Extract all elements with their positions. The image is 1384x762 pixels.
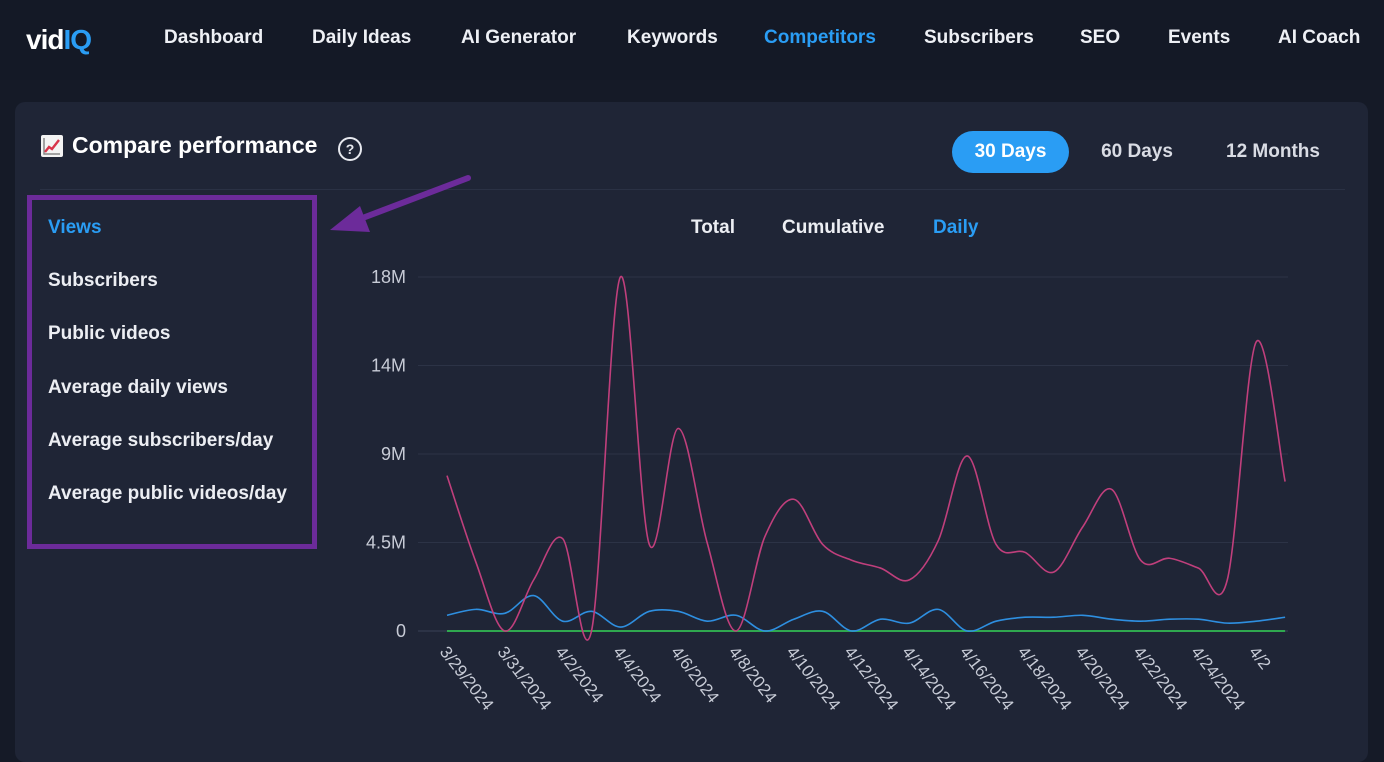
x-tick-label: 4/18/2024	[1014, 643, 1076, 714]
mode-cumulative-tab[interactable]: Cumulative	[782, 217, 885, 238]
x-tick-label: 4/14/2024	[898, 643, 960, 714]
help-icon[interactable]: ?	[338, 137, 362, 161]
panel-divider	[40, 189, 1345, 190]
chart-increasing-icon	[41, 134, 63, 157]
nav-competitors[interactable]: Competitors	[764, 27, 876, 48]
y-tick-label: 0	[396, 621, 406, 641]
x-tick-label: 4/20/2024	[1072, 643, 1134, 714]
panel-title-text: Compare performance	[72, 132, 318, 158]
x-tick-label: 3/29/2024	[436, 643, 498, 714]
nav-dashboard[interactable]: Dashboard	[164, 27, 264, 48]
metric-subscribers[interactable]: Subscribers	[48, 270, 158, 291]
metric-public-videos[interactable]: Public videos	[48, 323, 171, 344]
metrics-highlight-box	[27, 195, 317, 549]
range-12-months-button[interactable]: 12 Months	[1226, 141, 1320, 162]
top-nav-bar: vid IQ Dashboard Daily Ideas AI Generator…	[0, 0, 1384, 80]
series-line-blue	[446, 594, 1286, 633]
nav-events[interactable]: Events	[1168, 27, 1231, 48]
metric-average-daily-views[interactable]: Average daily views	[48, 377, 228, 398]
x-tick-label: 4/2/2024	[551, 643, 607, 707]
y-tick-label: 18M	[371, 267, 406, 287]
metric-average-subscribers-per-day[interactable]: Average subscribers/day	[48, 430, 274, 451]
x-tick-label: 4/8/2024	[725, 643, 781, 707]
range-60-days-button[interactable]: 60 Days	[1101, 141, 1173, 162]
x-tick-label: 4/12/2024	[840, 643, 902, 714]
annotation-arrow-icon	[330, 175, 471, 232]
x-tick-label: 4/2	[1245, 643, 1275, 673]
compare-performance-panel	[15, 102, 1368, 762]
nav-ai-generator[interactable]: AI Generator	[461, 27, 577, 48]
nav-keywords[interactable]: Keywords	[627, 27, 718, 48]
x-tick-label: 4/10/2024	[783, 643, 845, 714]
logo-text-vid: vid	[26, 24, 64, 55]
y-tick-label: 9M	[381, 444, 406, 464]
nav-seo[interactable]: SEO	[1080, 27, 1121, 48]
y-tick-label: 4.5M	[366, 533, 406, 553]
nav-ai-coach[interactable]: AI Coach	[1278, 27, 1361, 48]
x-tick-label: 4/6/2024	[667, 643, 723, 707]
mode-daily-tab[interactable]: Daily	[933, 217, 979, 238]
x-tick-label: 3/31/2024	[494, 643, 556, 714]
panel-title: Compare performance	[40, 132, 317, 159]
y-tick-label: 14M	[371, 356, 406, 376]
series-line-pink	[446, 276, 1286, 641]
x-tick-label: 4/22/2024	[1129, 643, 1191, 714]
logo-text-iq: IQ	[63, 24, 92, 55]
x-tick-label: 4/4/2024	[609, 643, 665, 707]
nav-daily-ideas[interactable]: Daily Ideas	[312, 27, 412, 48]
x-tick-label: 4/24/2024	[1187, 643, 1249, 714]
metric-average-public-videos-per-day[interactable]: Average public videos/day	[48, 483, 287, 504]
mode-total-tab[interactable]: Total	[691, 217, 735, 238]
range-30-days-button[interactable]: 30 Days	[952, 131, 1069, 173]
metric-views[interactable]: Views	[48, 217, 102, 238]
x-tick-label: 4/16/2024	[956, 643, 1018, 714]
vidiq-logo[interactable]: vid IQ	[26, 22, 92, 58]
nav-subscribers[interactable]: Subscribers	[924, 27, 1034, 48]
